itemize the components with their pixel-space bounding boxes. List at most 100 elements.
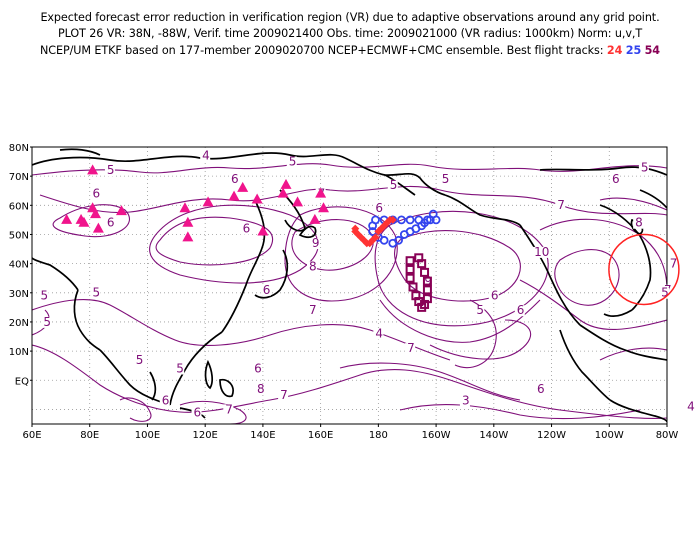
contour-label-bg (104, 165, 115, 177)
contour-value-label: 6 (194, 405, 202, 419)
contour-label-bg (229, 173, 240, 185)
title-line-2: PLOT 26 VR: 38N, -88W, Verif. time 20090… (57, 27, 643, 40)
lat-tick-label: 80N (9, 143, 29, 154)
contour-label-bg (286, 156, 297, 168)
contour-lines (32, 163, 667, 424)
contour-value-label: 3 (462, 394, 470, 408)
lon-tick-label: 80W (656, 430, 679, 441)
contour-label-bg (306, 261, 317, 273)
contour-label-bg (459, 395, 470, 407)
contour-value-label: 4 (375, 327, 383, 341)
lon-tick-label: 100W (595, 430, 624, 441)
observation-triangle (280, 178, 292, 189)
lon-tick-label: 160E (308, 430, 333, 441)
lon-tick-label: 160W (422, 430, 451, 441)
lon-tick-label: 140W (479, 430, 508, 441)
contour-label-bg (638, 162, 649, 174)
track-25-circle (394, 235, 403, 245)
contour-label-bg (255, 383, 266, 395)
track-25-circle (379, 235, 389, 245)
contour-label-bg (309, 238, 320, 250)
contour-label-bg (41, 316, 52, 328)
contour-label-bg (439, 173, 450, 185)
contour-value-label: 6 (537, 382, 545, 396)
contour-value-label: 10 (534, 245, 549, 259)
contour-value-label: 4 (202, 149, 210, 163)
observation-triangle (237, 181, 249, 192)
observation-triangle (78, 216, 90, 227)
observation-triangle (90, 208, 101, 219)
contour-value-label: 6 (93, 187, 101, 201)
track-25-circle (405, 215, 415, 225)
observation-triangle (318, 202, 330, 213)
contour-value-label: 7 (557, 198, 565, 212)
observation-triangle (87, 164, 99, 175)
contour-label-bg (373, 203, 384, 215)
observation-triangle (92, 222, 104, 233)
contour-value-label: 9 (312, 236, 320, 250)
observation-triangle (292, 196, 304, 207)
verification-region-circle (608, 233, 680, 306)
lon-tick-label: 180 (369, 430, 388, 441)
contour-value-label: 7 (309, 303, 317, 317)
lat-tick-label: 40N (9, 260, 29, 271)
contour-label-bg (532, 246, 550, 258)
lon-tick-label: 60E (22, 430, 41, 441)
lat-tick-label: 50N (9, 230, 29, 241)
lat-tick-label: 20N (9, 318, 29, 329)
contour-label-bg (223, 404, 234, 416)
track-24-diamond (388, 215, 397, 224)
contour-label-bg (535, 383, 545, 395)
contour-value-label: 5 (43, 315, 51, 329)
contour-label-bg (685, 401, 696, 413)
coastlines (32, 148, 667, 423)
lat-tick-label: 70N (9, 172, 29, 183)
contour-label-bg (422, 276, 433, 288)
contour-value-label: 5 (476, 303, 484, 317)
observation-triangle (61, 213, 73, 224)
observation-triangle (228, 190, 240, 201)
contour-label-bg (405, 343, 416, 355)
contour-value-label: 5 (442, 172, 450, 186)
lat-tick-label: EQ (15, 376, 29, 387)
observation-triangle (202, 196, 214, 207)
track-54-square (405, 273, 415, 283)
contour-labels: 4556555676676688910879765556756547556876… (38, 149, 696, 419)
contour-value-label: 9 (424, 274, 432, 288)
contour-value-label: 5 (390, 178, 398, 192)
track-24-diamond (371, 233, 380, 242)
contour-label-bg (514, 305, 525, 317)
contour-value-label: 8 (257, 382, 265, 396)
contour-label-bg (610, 173, 621, 185)
track-54-square (420, 267, 430, 277)
title-line-1: Expected forecast error reduction in ver… (40, 11, 660, 24)
contour-value-label: 8 (635, 216, 643, 230)
observation-triangle (277, 187, 289, 198)
contour-value-label: 5 (641, 160, 649, 174)
contour-label-bg (474, 305, 485, 317)
contour-value-label: 6 (243, 222, 251, 236)
contour-label-bg (260, 284, 271, 296)
contour-value-label: 7 (280, 388, 288, 402)
contour-label-bg (278, 389, 289, 401)
track-54-square (405, 256, 415, 266)
contour-value-label: 8 (309, 259, 317, 273)
contour-value-label: 6 (254, 362, 262, 376)
title-line-3-text: NCEP/UM ETKF based on 177-member 2009020… (40, 44, 604, 57)
contour-label-bg (373, 328, 384, 340)
track-25-circle (368, 221, 377, 231)
observation-triangles (61, 164, 330, 242)
track-24-label: 24 (606, 44, 623, 57)
lon-tick-label: 80E (80, 430, 99, 441)
track-25-circle (428, 209, 438, 219)
contour-value-label: 6 (107, 216, 115, 230)
contour-value-label: 5 (107, 163, 115, 177)
lon-tick-label: 140E (250, 430, 275, 441)
contour-label-bg (488, 290, 499, 302)
contour-label-bg (38, 290, 49, 302)
axis-labels: 80N 70N 60N 50N 40N 30N 20N 10N EQ 60E 80E 100E 120E… (9, 143, 679, 441)
contour-label-bg (555, 200, 566, 212)
contour-value-label: 6 (375, 201, 383, 215)
contour-value-label: 7 (407, 341, 415, 355)
